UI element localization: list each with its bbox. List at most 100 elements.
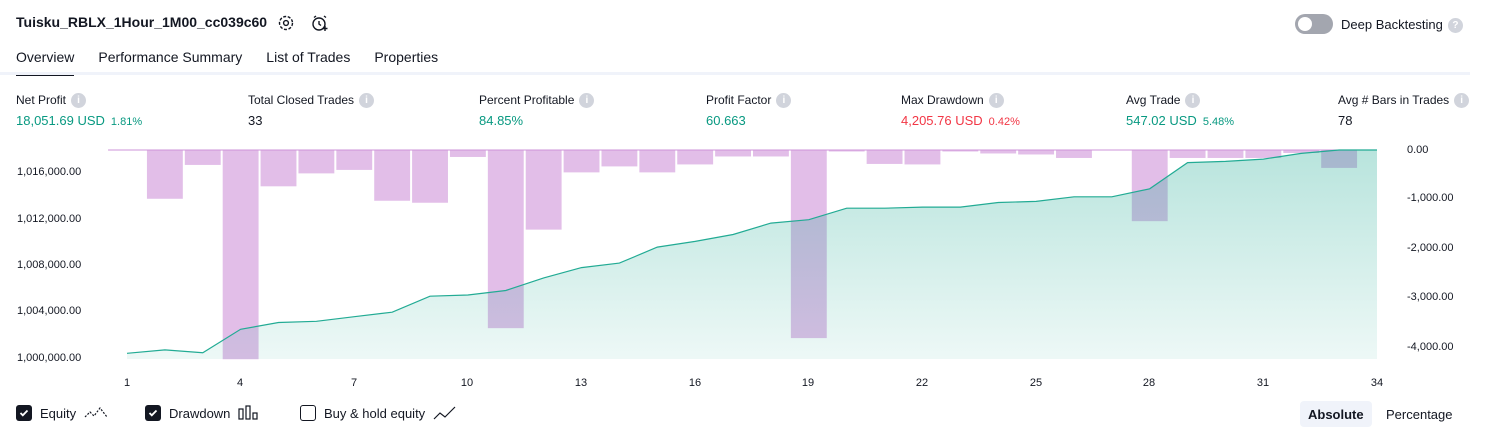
drawdown-bar (146, 150, 183, 199)
metric-label: Net Profit (16, 93, 67, 107)
y-tick-left: 1,000,000.00 (17, 352, 82, 364)
tab-performance-summary[interactable]: Performance Summary (98, 49, 243, 65)
deep-backtesting-label: Deep Backtesting (1341, 17, 1443, 32)
drawdown-bar (336, 150, 373, 170)
y-tick-right: -2,000.00 (1407, 242, 1454, 254)
drawdown-bar (260, 150, 297, 187)
drawdown-bar (753, 150, 789, 157)
equity-checkbox[interactable]: Equity (16, 405, 108, 421)
percentage-mode-button[interactable]: Percentage (1386, 406, 1453, 422)
drawdown-bar (866, 150, 903, 164)
drawdown-bar (222, 150, 259, 360)
metric-value: 33 (248, 113, 263, 129)
drawdown-bar (412, 150, 448, 203)
tab-list-of-trades[interactable]: List of Trades (266, 49, 351, 65)
deep-backtesting-label-wrap: Deep Backtesting? (1341, 17, 1463, 34)
info-icon[interactable]: i (1185, 93, 1201, 109)
x-tick: 13 (574, 377, 588, 389)
drawdown-bars-icon (238, 405, 259, 420)
metric-label: Avg Trade (1126, 93, 1181, 107)
checkbox-checked-icon (145, 405, 161, 421)
strategy-title: Tuisku_RBLX_1Hour_1M00_cc039c60 (16, 14, 268, 30)
drawdown-bar (374, 150, 411, 201)
equity-line (126, 149, 1377, 354)
drawdown-bar (298, 150, 335, 174)
equity-area (127, 150, 1377, 359)
y-tick-left: 1,016,000.00 (17, 166, 82, 178)
metric-profit-factor: Profit Factor i 60.663 (706, 93, 792, 129)
drawdown-bar (1283, 150, 1320, 153)
info-icon[interactable]: i (776, 93, 792, 109)
metric-percent: 0.42% (988, 116, 1020, 129)
drawdown-bar (828, 150, 865, 152)
drawdown-bar (1169, 150, 1206, 158)
metric-value: 4,205.76 USD (901, 113, 983, 129)
buy-hold-checkbox[interactable]: Buy & hold equity (300, 405, 457, 421)
x-tick: 19 (801, 377, 815, 389)
info-icon[interactable]: i (1454, 93, 1470, 109)
metric-total-closed-trades: Total Closed Trades i 33 (248, 93, 375, 129)
metric-label: Avg # Bars in Trades (1338, 93, 1450, 107)
metric-value: 547.02 USD (1126, 113, 1197, 129)
info-icon[interactable]: i (988, 93, 1004, 109)
x-tick: 16 (688, 377, 702, 389)
metric-label: Percent Profitable (479, 93, 575, 107)
checkbox-label: Drawdown (169, 405, 231, 421)
absolute-mode-button[interactable]: Absolute (1300, 401, 1372, 427)
metric-label: Max Drawdown (901, 93, 984, 107)
y-tick-right: -1,000.00 (1407, 192, 1454, 204)
drawdown-checkbox[interactable]: Drawdown (145, 405, 260, 421)
metric-value: 18,051.69 USD (16, 113, 105, 129)
checkbox-label: Equity (40, 405, 77, 421)
drawdown-bar (1056, 150, 1092, 158)
metric-percent-profitable: Percent Profitable i 84.85% (479, 93, 595, 129)
help-icon[interactable]: ? (1447, 18, 1463, 34)
tab-bar: Overview Performance Summary List of Tra… (16, 49, 438, 76)
drawdown-bar (184, 150, 221, 165)
metric-value: 84.85% (479, 113, 524, 129)
y-tick-right: 0.00 (1407, 144, 1429, 156)
drawdown-bar (980, 150, 1017, 154)
x-tick: 25 (1029, 377, 1043, 389)
tab-properties[interactable]: Properties (374, 49, 439, 65)
drawdown-bar (525, 150, 562, 230)
toggle-knob (1298, 17, 1312, 31)
info-icon[interactable]: i (71, 93, 87, 109)
y-tick-left: 1,012,000.00 (17, 213, 82, 225)
info-icon[interactable]: i (359, 93, 375, 109)
buy-hold-line-icon (433, 406, 456, 420)
drawdown-bar (715, 150, 751, 157)
metric-value: 78 (1338, 113, 1353, 129)
x-tick: 4 (236, 377, 244, 389)
x-tick: 34 (1370, 377, 1384, 389)
add-alert-icon[interactable] (310, 13, 330, 33)
settings-icon[interactable] (276, 13, 296, 33)
checkbox-label: Buy & hold equity (324, 405, 426, 421)
drawdown-bar (449, 150, 486, 157)
x-tick: 1 (123, 377, 131, 389)
drawdown-bar (904, 150, 941, 165)
metric-percent: 5.48% (1202, 116, 1235, 129)
drawdown-bar (1245, 150, 1282, 158)
y-tick-left: 1,004,000.00 (17, 305, 82, 317)
metric-label: Total Closed Trades (248, 93, 355, 107)
metric-max-drawdown: Max Drawdown i 4,205.76 USD 0.42% (901, 93, 1020, 128)
info-icon[interactable]: i (579, 93, 595, 109)
x-tick: 7 (350, 377, 358, 389)
checkbox-checked-icon (16, 405, 32, 421)
x-tick: 28 (1142, 377, 1156, 389)
y-tick-left: 1,008,000.00 (17, 259, 82, 271)
drawdown-bar (1018, 150, 1055, 155)
deep-backtesting-toggle[interactable] (1295, 14, 1333, 34)
metric-net-profit: Net Profit i 18,051.69 USD 1.81% (16, 93, 142, 128)
x-tick: 22 (915, 377, 929, 389)
x-tick: 31 (1256, 377, 1270, 389)
metric-value: 60.663 (706, 113, 746, 129)
tab-divider (0, 72, 1470, 75)
drawdown-bar (639, 150, 676, 173)
metric-avg-bars: Avg # Bars in Trades i 78 (1338, 93, 1470, 129)
drawdown-bar (563, 150, 600, 173)
metric-label: Profit Factor (706, 93, 772, 107)
checkbox-unchecked-icon (300, 405, 316, 421)
